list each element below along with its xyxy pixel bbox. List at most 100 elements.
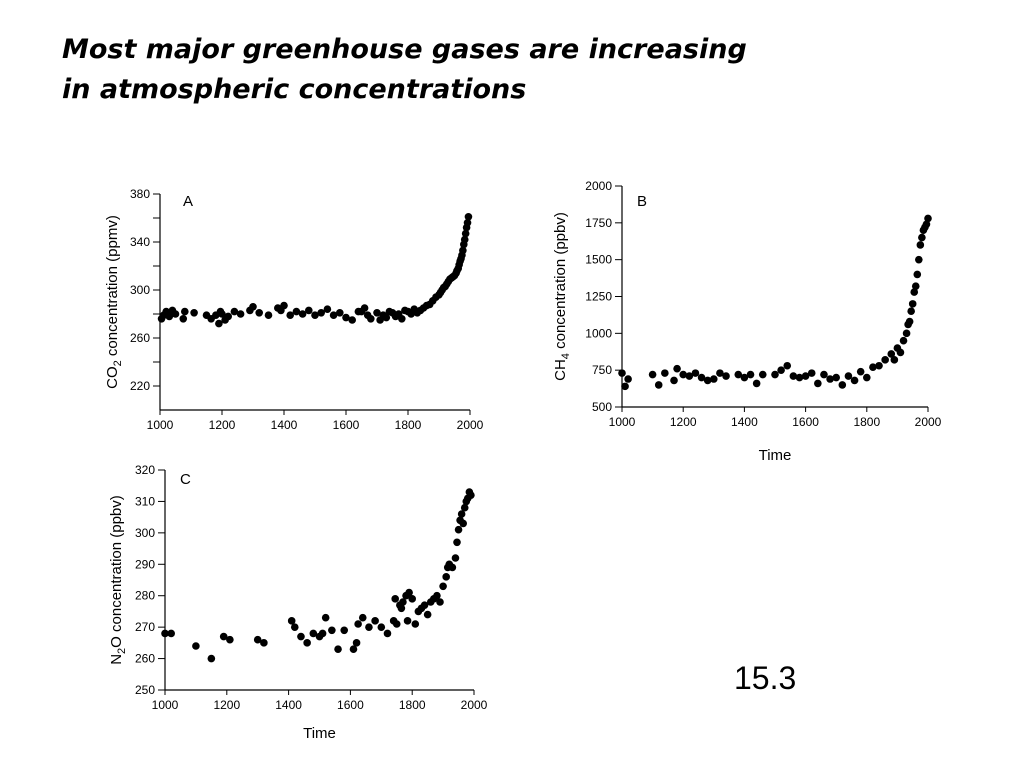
data-point (236, 310, 245, 318)
data-point (230, 307, 239, 316)
data-point (703, 376, 712, 385)
data-point (403, 617, 412, 625)
x-tick-label: 1000 (152, 698, 179, 712)
data-point (899, 336, 908, 345)
panel-letter: A (183, 193, 193, 210)
data-point (890, 356, 899, 364)
y-tick-label: 310 (135, 494, 155, 508)
data-point (317, 309, 326, 317)
data-point (190, 309, 198, 317)
chart-panel-c: 1000 1200 1400 1600 1800 2000 250 260 270 280 290 3… (108, 463, 488, 742)
x-tick-label: 1600 (792, 415, 819, 429)
data-point (918, 233, 926, 242)
x-tick-label: 1200 (213, 698, 240, 712)
slide-title-line-1: Most major greenhouse gases are increasi… (62, 34, 747, 65)
data-point (820, 370, 828, 379)
panel-letter: C (180, 471, 191, 488)
data-point (922, 220, 931, 229)
data-point (215, 319, 223, 328)
x-tick-label: 2000 (457, 418, 484, 432)
slide-number: 15.3 (734, 660, 797, 696)
data-point (365, 623, 373, 631)
data-point (913, 270, 922, 279)
x-tick-label: 1600 (337, 698, 364, 712)
y-tick-label: 280 (135, 589, 155, 603)
data-point (746, 370, 755, 379)
data-point (624, 375, 632, 383)
data-point (297, 632, 305, 641)
data-point (915, 255, 923, 264)
y-tick-label: 300 (135, 526, 155, 540)
y-tick-label: 2000 (585, 179, 612, 193)
data-point (875, 361, 883, 370)
data-point (758, 370, 767, 379)
y-tick-label: 1500 (585, 253, 612, 267)
data-point (801, 372, 810, 380)
data-point (442, 573, 450, 581)
data-point (207, 654, 216, 663)
x-tick-label: 1600 (333, 418, 360, 432)
data-point (318, 629, 327, 638)
data-point (856, 367, 865, 376)
data-point (691, 369, 700, 377)
data-point (340, 626, 349, 635)
data-point (902, 329, 911, 338)
data-point (336, 309, 344, 317)
y-tick-label: 1750 (585, 216, 612, 230)
x-tick-label: 1000 (609, 415, 636, 429)
data-point (329, 311, 338, 320)
data-point (924, 214, 932, 223)
data-point (192, 642, 200, 650)
data-point (358, 613, 367, 622)
data-point (722, 372, 730, 380)
x-tick-label: 1200 (670, 415, 697, 429)
data-point (869, 363, 877, 372)
data-point (844, 372, 853, 380)
data-point (908, 300, 917, 308)
data-point (771, 370, 779, 379)
data-point (679, 370, 687, 379)
data-point (916, 241, 925, 249)
slide-title-line-2: in atmospheric concentrations (62, 74, 527, 105)
data-point (260, 639, 268, 647)
x-tick-label: 1400 (271, 418, 298, 432)
data-point (392, 620, 401, 628)
data-point (408, 595, 417, 603)
y-tick-label: 250 (135, 683, 155, 697)
data-point (670, 376, 678, 385)
data-point (907, 307, 915, 316)
data-point (311, 311, 319, 320)
data-point (280, 301, 288, 310)
y-axis-title: N2O concentration (ppbv) (108, 495, 128, 665)
data-point (292, 307, 301, 316)
chart-panel-b: 1000 1200 1400 1600 1800 2000 500 750 1000 1250 15… (552, 179, 942, 464)
data-point (167, 629, 175, 638)
y-tick-label: 260 (130, 331, 150, 345)
data-point (457, 510, 466, 518)
data-point (298, 310, 307, 318)
data-point (382, 313, 391, 322)
data-point (181, 307, 189, 316)
data-point (716, 369, 724, 377)
data-point (910, 288, 919, 296)
data-point (405, 588, 413, 597)
data-point (323, 305, 332, 314)
data-point (373, 309, 381, 317)
x-axis-title: Time (303, 725, 336, 742)
data-point (752, 379, 761, 388)
y-tick-label: 290 (135, 557, 155, 571)
data-point (179, 315, 188, 323)
y-tick-label: 320 (135, 463, 155, 477)
data-point (911, 282, 920, 290)
data-point (673, 364, 681, 373)
data-point (734, 370, 743, 379)
y-tick-label: 340 (130, 235, 150, 249)
y-axis-title: CO2 concentration (ppmv) (104, 215, 124, 389)
data-point (710, 375, 718, 383)
data-point (342, 313, 350, 322)
data-point (420, 601, 429, 609)
data-point (814, 379, 822, 388)
data-point (654, 381, 663, 389)
data-point (224, 312, 232, 321)
